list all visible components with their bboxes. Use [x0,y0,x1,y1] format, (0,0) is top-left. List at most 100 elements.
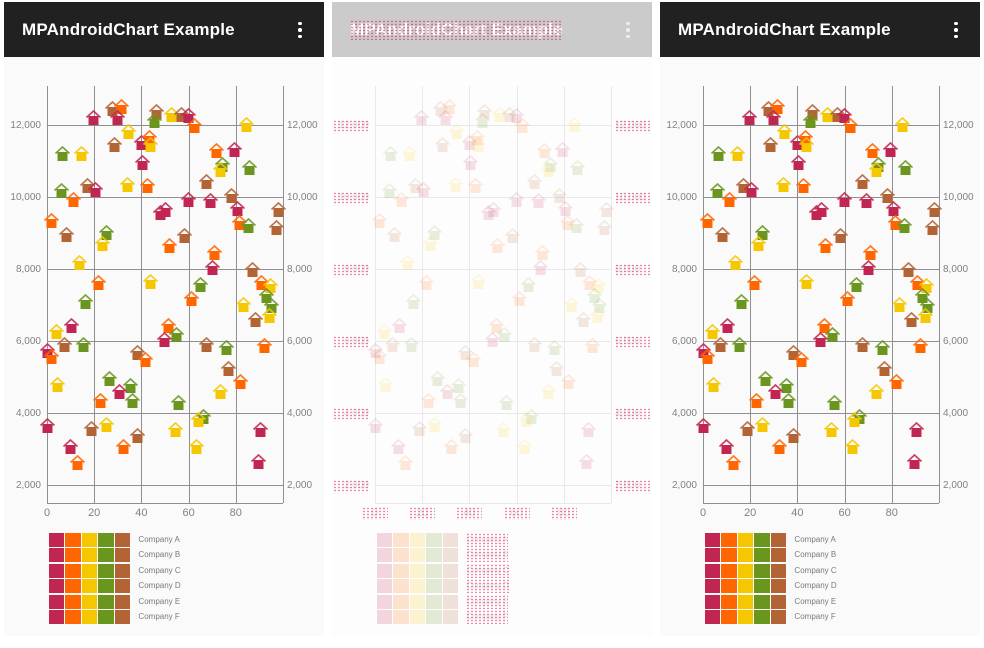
scatter-point-house-icon [139,177,156,194]
diff-highlight-dots [466,548,509,563]
legend-label: Company F [794,612,836,621]
scatter-point-house-icon [735,177,752,194]
legend-row: Company D [377,579,509,594]
y-axis-label: 2,000 [15,480,41,491]
scatter-point-house-icon [536,142,553,159]
scatter-point-house-icon [94,235,111,252]
legend-swatch [114,579,131,594]
scatter-point-house-icon [156,331,173,348]
legend-swatch [98,533,114,547]
scatter-point-house-icon [476,104,493,120]
scatter-point-house-icon [560,374,577,390]
scatter-point-house-icon [157,202,174,218]
legend-swatch [65,594,81,609]
scatter-point-house-icon [484,331,501,348]
actual-screenshot-panel: MPAndroidChart Example 0 20 40 60 80 12,000 12… [660,2,980,636]
legend-row: Company D [49,579,181,594]
scatter-point-house-icon [793,351,810,368]
kebab-menu-icon[interactable] [941,15,971,45]
scatter-point-house-icon [864,142,881,159]
scatter-point-house-icon [879,187,896,204]
scatter-chart[interactable]: 0 20 40 60 80 12,000 12,000 10,000 10,000 8,000 8,… [660,57,980,636]
legend-swatch [442,548,459,563]
y-axis-label: 6,000 [287,336,313,347]
legend-swatch [409,533,426,547]
scatter-chart[interactable]: 0 20 40 60 80 12,000 12,000 10,000 10,000 8,000 8,… [332,57,652,636]
diff-highlight-dots [615,264,651,276]
diff-highlight-dots [615,336,651,348]
scatter-point-house-icon [836,192,853,208]
legend-swatch [721,610,737,624]
scatter-chart[interactable]: 0 20 40 60 80 12,000 12,000 10,000 10,000 8,000 8,… [4,57,324,636]
scatter-point-house-icon [48,323,65,340]
scatter-point-house-icon [695,418,712,434]
legend-swatch [442,610,459,624]
scatter-point-house-icon [785,428,802,444]
kebab-menu-icon[interactable] [613,15,643,45]
scatter-point-house-icon [241,159,258,176]
scatter-point-house-icon [699,348,716,365]
legend-swatch [721,563,737,578]
legend-swatch [49,563,65,578]
scatter-point-house-icon [115,438,132,455]
scatter-point-house-icon [168,327,185,343]
y-axis-label: 10,000 [943,192,974,203]
legend-swatch [426,579,442,594]
legend-label: Company E [794,596,837,606]
gridline-horizontal [703,269,939,270]
scatter-point-house-icon [729,145,746,162]
scatter-point-house-icon [198,337,215,353]
legend-swatch [98,579,114,594]
scatter-point-house-icon [180,192,197,208]
scatter-point-house-icon [69,455,86,471]
scatter-point-house-icon [376,323,393,340]
legend-label: Company D [138,581,181,591]
scatter-point-house-icon [270,202,287,218]
legend-swatch [65,579,81,594]
x-axis-label: 40 [791,507,804,519]
scatter-point-house-icon [212,161,229,178]
gridline-horizontal [375,485,611,486]
scatter-point-house-icon [846,411,863,428]
scatter-point-house-icon [858,193,875,209]
legend-label: Company C [138,565,181,575]
scatter-point-house-icon [780,392,797,409]
x-axis-line [47,503,283,504]
scatter-point-house-icon [261,307,278,324]
scatter-point-house-icon [526,337,543,353]
legend-swatch [65,548,81,563]
scatter-point-house-icon [802,113,819,129]
scatter-point-house-icon [885,201,902,217]
scatter-point-house-icon [918,277,935,294]
scatter-point-house-icon [465,351,482,368]
scatter-point-house-icon [457,345,474,361]
x-axis-label: 0 [699,507,707,519]
legend-swatch [65,533,81,547]
scatter-point-house-icon [854,174,871,190]
scatter-point-house-icon [54,145,71,162]
legend-row: Company E [49,594,180,609]
legend-swatch [442,594,459,609]
scatter-point-house-icon [520,276,537,293]
gridline-vertical [563,86,565,503]
legend-swatch [754,548,770,563]
scatter-point-house-icon [198,174,215,190]
scatter-point-house-icon [785,345,802,361]
scatter-point-house-icon [247,311,264,328]
scatter-point-house-icon [498,394,515,411]
gridline-horizontal [703,125,939,126]
scatter-point-house-icon [804,104,821,120]
diff-highlight-dots [333,120,369,132]
legend-swatch [705,563,721,578]
scatter-point-house-icon [467,177,484,194]
scatter-point-house-icon [765,109,782,126]
kebab-menu-icon[interactable] [285,15,315,45]
gridline-horizontal [47,125,283,126]
legend-swatch [65,610,81,624]
scatter-point-house-icon [727,255,744,271]
scatter-point-house-icon [377,376,394,393]
scatter-point-house-icon [598,202,615,218]
legend-swatch [393,563,409,578]
scatter-point-house-icon [554,141,571,158]
scatter-point-house-icon [504,228,521,244]
